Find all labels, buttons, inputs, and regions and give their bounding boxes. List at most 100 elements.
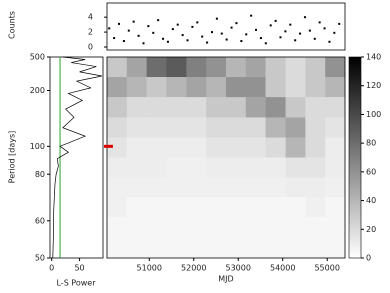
colorbar-tick-label: 20 — [366, 225, 376, 234]
heat-cell — [285, 117, 306, 138]
heat-cell — [126, 97, 147, 118]
heat-cell — [285, 238, 306, 259]
count-point — [215, 17, 218, 20]
heat-cell — [146, 157, 167, 178]
count-point — [132, 20, 135, 23]
heat-cell — [107, 97, 128, 118]
count-point — [318, 21, 321, 24]
count-point — [313, 37, 316, 40]
count-point — [147, 25, 150, 28]
heat-cell — [305, 77, 326, 98]
count-point — [176, 23, 179, 26]
heat-cell — [126, 77, 147, 98]
heat-cell — [186, 77, 207, 98]
heat-cell — [305, 157, 326, 178]
heat-cell — [285, 57, 306, 78]
heat-cell — [305, 216, 326, 239]
heat-cell — [325, 157, 346, 178]
count-point — [127, 29, 130, 32]
heat-cell — [146, 197, 167, 218]
count-point — [333, 31, 336, 34]
heat-cell — [206, 157, 227, 178]
heat-cell — [325, 238, 346, 259]
count-point — [338, 22, 341, 25]
heat-cell — [285, 157, 306, 178]
count-point — [294, 39, 297, 42]
heat-cell — [166, 157, 187, 178]
count-point — [118, 22, 121, 25]
heat-cell — [325, 57, 346, 78]
heat-cell — [206, 77, 227, 98]
heat-cell — [107, 157, 128, 178]
heat-cell — [305, 57, 326, 78]
heat-cell — [126, 137, 147, 158]
count-point — [255, 28, 258, 31]
heat-cell — [107, 197, 128, 218]
heat-cell — [305, 238, 326, 259]
heat-cell — [206, 97, 227, 118]
heat-cell — [166, 137, 187, 158]
y-tick-label: 60 — [35, 216, 45, 225]
heat-cell — [285, 177, 306, 198]
heat-cell — [186, 216, 207, 239]
heat-cell — [186, 137, 207, 158]
heat-cell — [285, 197, 306, 218]
heat-cell — [226, 157, 247, 178]
heat-cell — [245, 197, 266, 218]
heat-cell — [186, 117, 207, 138]
count-point — [191, 25, 194, 28]
count-point — [201, 35, 204, 38]
heat-cell — [265, 238, 286, 259]
heat-cell — [126, 117, 147, 138]
heat-cell — [285, 216, 306, 239]
heat-cell — [245, 238, 266, 259]
heat-cell — [146, 77, 167, 98]
heat-cell — [226, 117, 247, 138]
count-point — [269, 24, 272, 27]
heat-cell — [245, 137, 266, 158]
heat-cell — [186, 238, 207, 259]
colorbar-tick-label: 100 — [366, 110, 381, 119]
count-point — [162, 37, 165, 40]
heat-cell — [206, 216, 227, 239]
heat-cell — [245, 97, 266, 118]
heat-cell — [206, 177, 227, 198]
heat-cell — [186, 97, 207, 118]
count-point — [186, 39, 189, 42]
heat-cell — [325, 77, 346, 98]
heat-cell — [226, 97, 247, 118]
count-point — [259, 37, 262, 40]
count-point — [240, 40, 243, 43]
heat-cell — [146, 238, 167, 259]
heat-cell — [146, 177, 167, 198]
heat-cell — [325, 117, 346, 138]
heat-cell — [206, 238, 227, 259]
heat-cell — [265, 197, 286, 218]
heat-cell — [265, 117, 286, 138]
heat-cell — [245, 157, 266, 178]
heat-cell — [126, 177, 147, 198]
heat-cell — [146, 137, 167, 158]
heat-cell — [325, 197, 346, 218]
count-point — [171, 28, 174, 31]
count-point — [122, 40, 125, 43]
count-point — [230, 26, 233, 29]
count-point — [308, 29, 311, 32]
heat-cell — [265, 57, 286, 78]
count-point — [299, 32, 302, 35]
heat-cell — [226, 57, 247, 78]
count-point — [196, 21, 199, 24]
count-point — [206, 41, 209, 44]
x-tick-label: 0 — [49, 264, 54, 273]
count-point — [142, 42, 145, 45]
heat-cell — [305, 97, 326, 118]
y-tick-label: 500 — [30, 53, 45, 62]
counts-label: Counts — [8, 11, 17, 39]
heat-cell — [265, 177, 286, 198]
count-point — [250, 14, 253, 17]
heat-cell — [126, 157, 147, 178]
count-point — [157, 19, 160, 22]
period-marker — [104, 144, 113, 148]
count-point — [108, 27, 111, 30]
